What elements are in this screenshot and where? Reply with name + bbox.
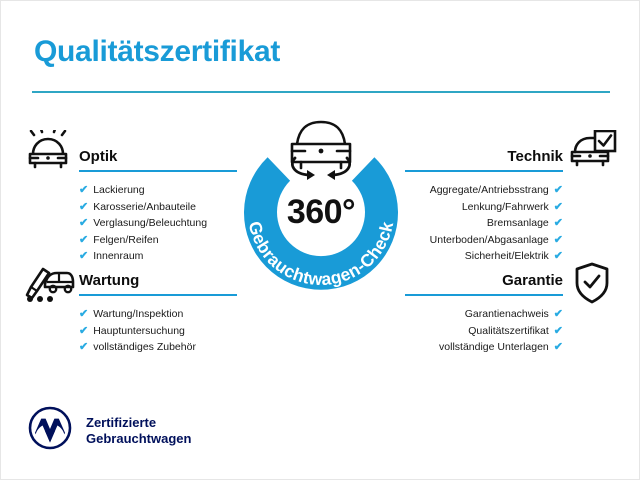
list-item-label: Bremsanlage [486,217,549,229]
badge-ring: Gebrauchtwagen-Check [243,157,398,290]
check-icon: ✔ [553,308,563,320]
section-title: Garantie [502,272,563,289]
check-icon: ✔ [553,233,563,246]
list-item-label: Sicherheit/Elektrik [464,250,549,262]
list-item-label: Aggregate/Antriebsstrang [429,184,549,196]
list-item-label: Innenraum [93,250,144,262]
section-title: Technik [507,148,563,165]
list-item-label: vollständiges Zubehör [93,341,196,353]
list-item-label: Lackierung [93,184,145,196]
list-item-label: Hauptuntersuchung [93,324,185,337]
list-item: Aggregate/Antriebsstrang ✔ [405,182,563,199]
check-icon: ✔ [79,250,89,262]
list-item: Qualitätszertifikat ✔ [405,323,563,340]
check-icon: ✔ [553,250,563,262]
section-title: Optik [79,148,118,165]
section-divider [405,294,563,296]
check-icon: ✔ [79,217,89,229]
car-rotate-icon [281,112,361,191]
check-icon: ✔ [79,341,89,353]
check-icon: ✔ [79,184,89,196]
section-title: Wartung [79,272,140,289]
list-item: ✔ Innenraum [79,248,237,265]
check-icon: ✔ [553,200,563,213]
section-header: Optik [79,147,237,173]
list-item-label: Wartung/Inspektion [93,308,184,320]
check-icon: ✔ [79,324,89,337]
list-item: Lenkung/Fahrwerk ✔ [405,199,563,216]
list-item-label: Verglasung/Beleuchtung [93,217,208,229]
list-item: Sicherheit/Elektrik ✔ [405,248,563,265]
list-item-label: Unterboden/Abgasanlage [429,233,549,246]
car-shine-icon [25,127,71,175]
list-item: ✔ vollständiges Zubehör [79,339,237,356]
section-divider [79,294,237,296]
list-item-label: Lenkung/Fahrwerk [461,200,549,213]
section-optik: Optik ✔ Lackierung ✔ Karosserie/Anbauteile… [79,147,237,265]
section-wartung: Wartung ✔ Wartung/Inspektion ✔ Hauptunters… [79,271,237,356]
section-items: ✔ Lackierung ✔ Karosserie/Anbauteile ✔ Verg… [79,182,237,265]
page-title: Qualitätszertifikat [34,35,281,68]
section-divider [79,170,237,172]
list-item: ✔ Felgen/Reifen [79,232,237,249]
list-item: ✔ Karosserie/Anbauteile [79,199,237,216]
list-item: Bremsanlage ✔ [405,215,563,232]
section-divider [405,170,563,172]
list-item: Garantienachweis ✔ [405,306,563,323]
section-items: Aggregate/Antriebsstrang ✔ Lenkung/Fahrwe… [405,182,563,265]
section-header: Garantie [405,271,563,297]
list-item-label: Qualitätszertifikat [468,324,549,337]
check-icon: ✔ [79,200,89,213]
list-item: Unterboden/Abgasanlage ✔ [405,232,563,249]
car-checkbox-icon [567,129,617,175]
badge-360-gebrauchtwagen-check: Gebrauchtwagen-Check 360° [223,114,419,310]
list-item: ✔ Lackierung [79,182,237,199]
footer-label: Zertifizierte Gebrauchtwagen [86,414,192,446]
section-garantie: Garantie Garantienachweis ✔ Qualitätszert… [405,271,563,356]
vw-logo-icon [28,406,72,455]
shield-check-icon [573,262,611,309]
title-divider [32,91,610,93]
list-item-label: Garantienachweis [464,308,549,320]
check-icon: ✔ [79,233,89,246]
list-item: ✔ Verglasung/Beleuchtung [79,215,237,232]
list-item: ✔ Wartung/Inspektion [79,306,237,323]
check-icon: ✔ [553,217,563,229]
wrench-car-icon [23,262,75,307]
footer-brand: Zertifizierte Gebrauchtwagen [28,406,191,455]
check-icon: ✔ [553,341,563,353]
list-item: ✔ Hauptuntersuchung [79,323,237,340]
section-items: Garantienachweis ✔ Qualitätszertifikat ✔ v… [405,306,563,356]
section-items: ✔ Wartung/Inspektion ✔ Hauptuntersuchung ✔… [79,306,237,356]
check-icon: ✔ [553,324,563,337]
check-icon: ✔ [79,308,89,320]
list-item-label: Felgen/Reifen [93,233,159,246]
list-item: vollständige Unterlagen ✔ [405,339,563,356]
list-item-label: Karosserie/Anbauteile [93,200,196,213]
check-icon: ✔ [553,184,563,196]
section-technik: Technik Aggregate/Antriebsstrang ✔ Lenkun… [405,147,563,265]
section-header: Technik [405,147,563,173]
list-item-label: vollständige Unterlagen [439,341,549,353]
section-header: Wartung [79,271,237,297]
